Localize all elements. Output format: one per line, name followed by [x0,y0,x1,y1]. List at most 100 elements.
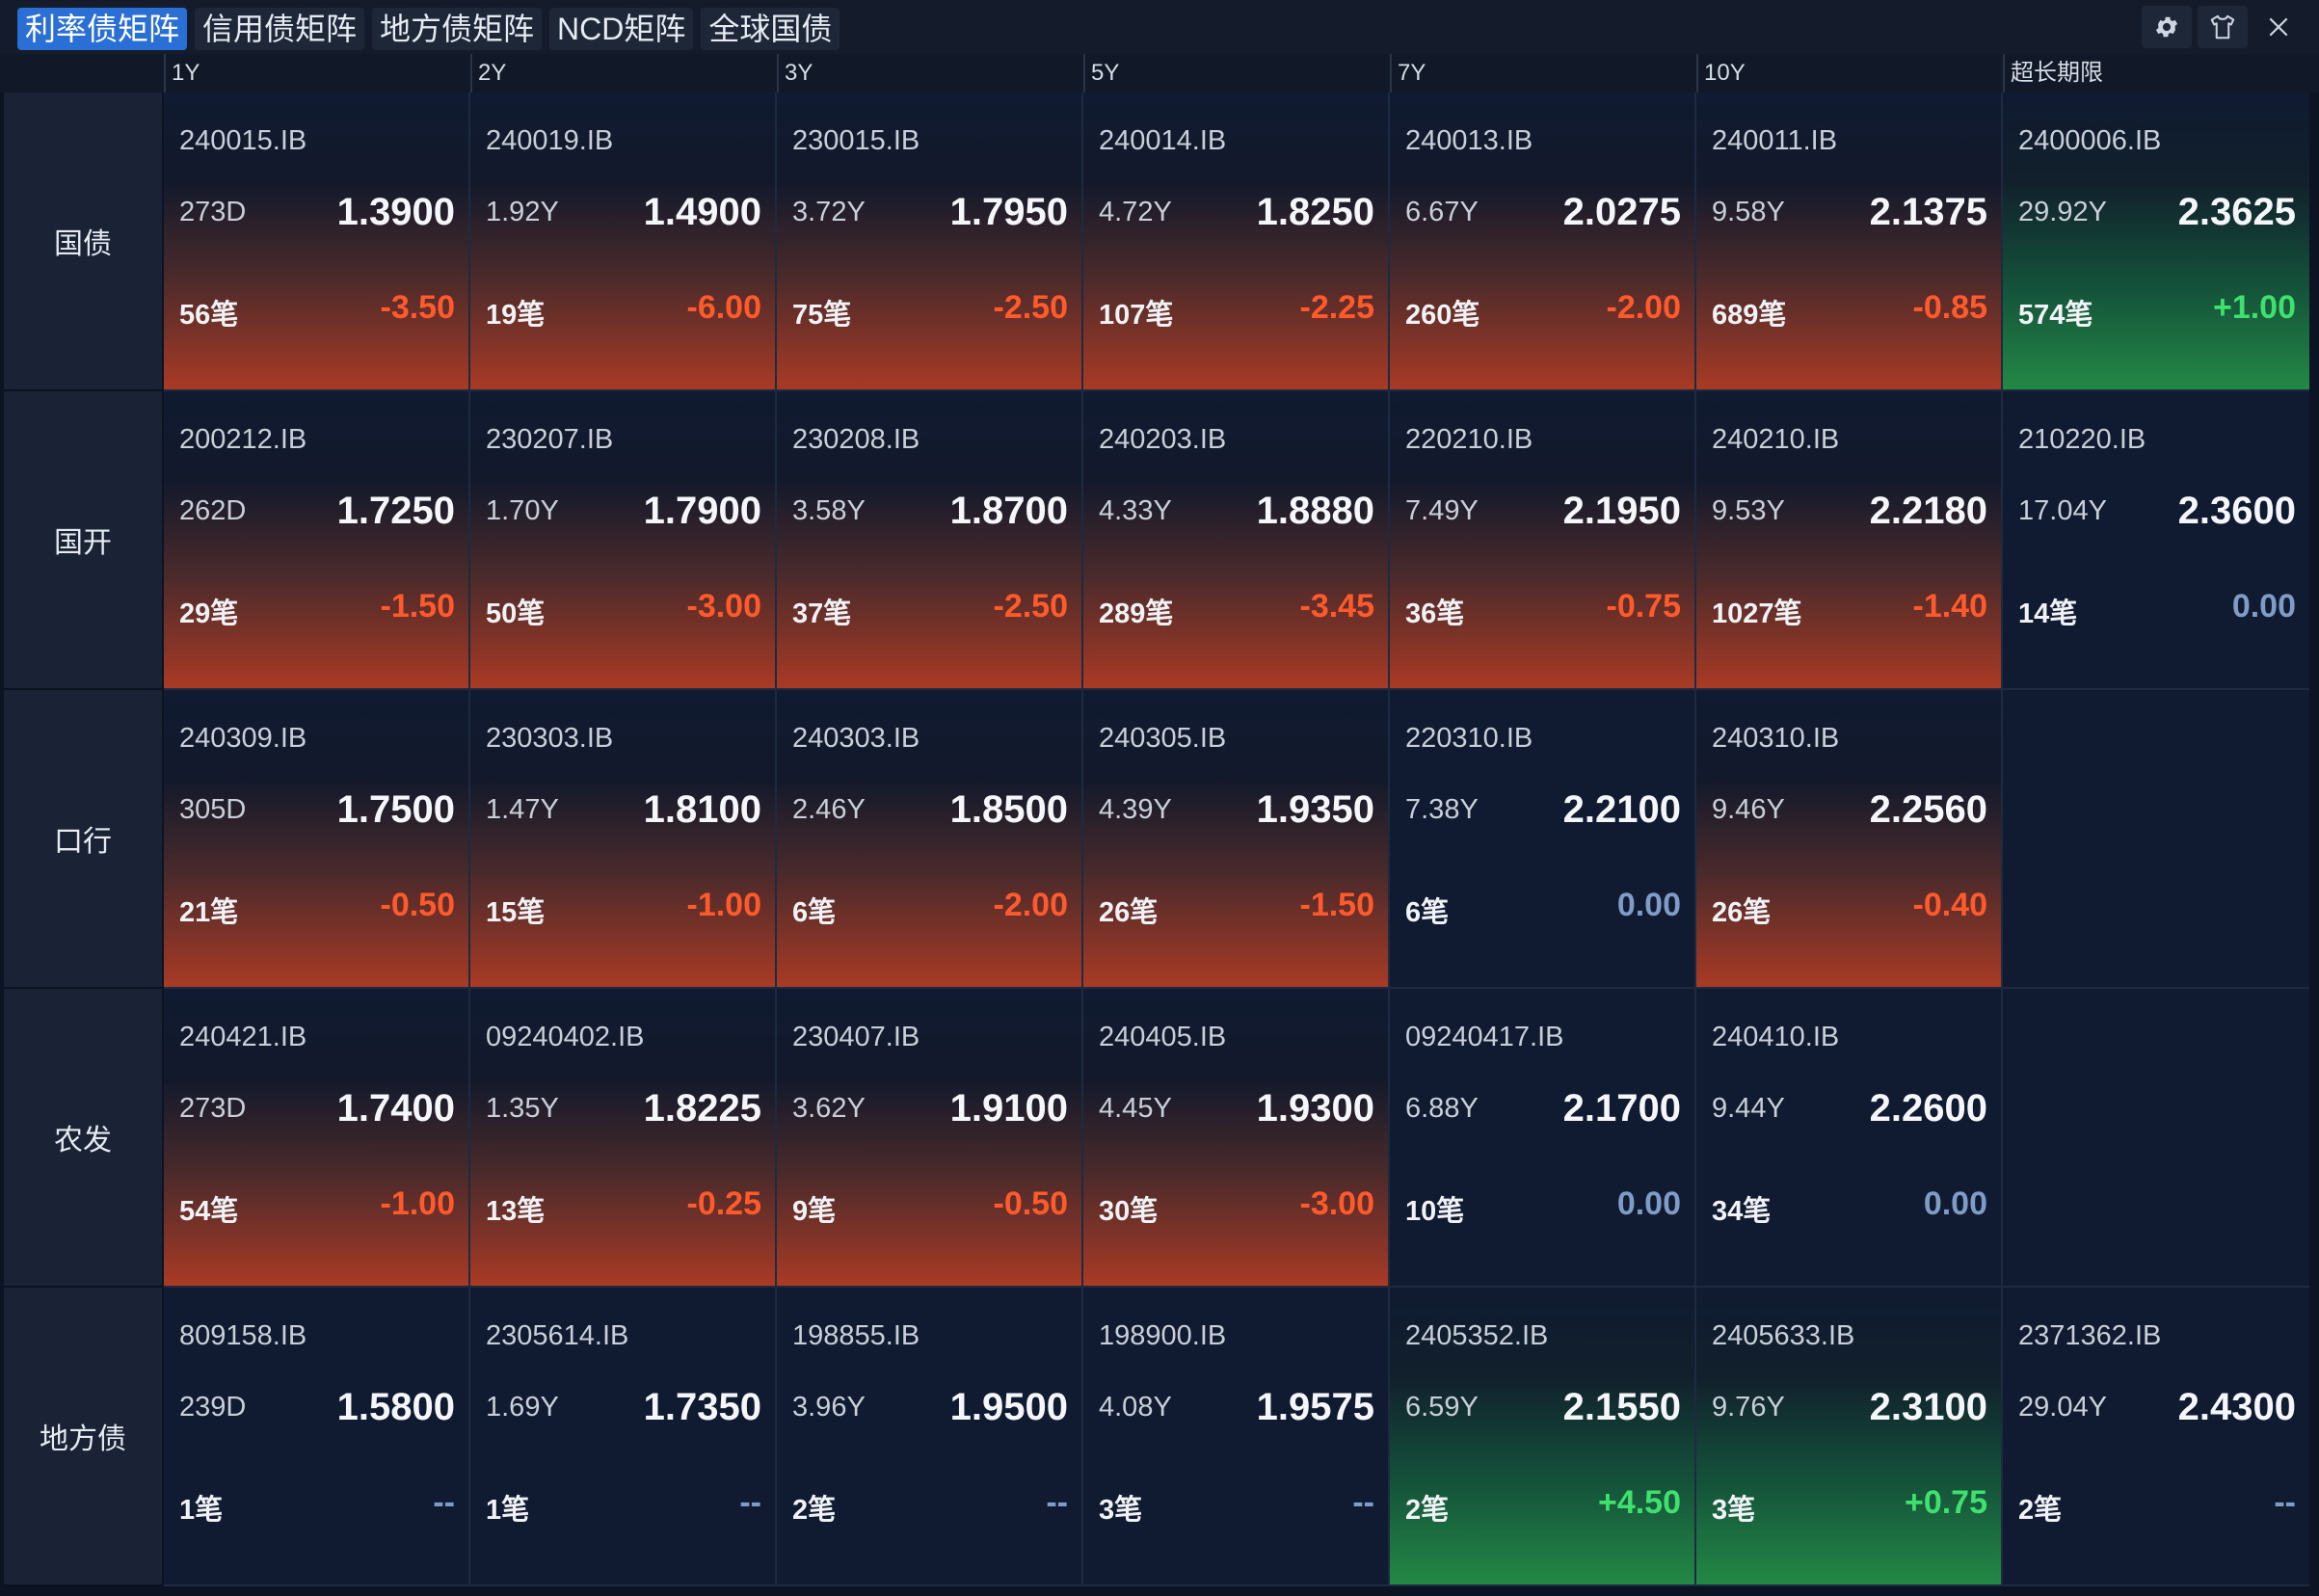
row-label: 国债 [4,93,162,391]
row-label: 国开 [4,391,162,690]
tab-3[interactable]: NCD矩阵 [549,8,694,50]
matrix-cell[interactable]: 210220.IB 17.04Y 2.3600 14笔 0.00 [2003,391,2309,690]
matrix-cell[interactable]: 230207.IB 1.70Y 1.7900 50笔 -3.00 [470,391,777,690]
column-header-4[interactable]: 7Y [1390,54,1696,93]
matrix-cell[interactable]: 240310.IB 9.46Y 2.2560 26笔 -0.40 [1696,690,2003,989]
trade-count: 14笔 [2018,598,2078,629]
change-bp: +0.75 [1904,1484,1987,1521]
matrix-cell[interactable]: 220310.IB 7.38Y 2.2100 6笔 0.00 [1390,690,1696,989]
trade-count: 13笔 [486,1196,546,1227]
change-bp: +1.00 [2212,289,2296,326]
yield-value: 2.2100 [1562,788,1681,831]
matrix-cell[interactable]: 240210.IB 9.53Y 2.2180 1027笔 -1.40 [1696,391,2003,690]
change-bp: -3.00 [1299,1185,1375,1222]
skin-button[interactable] [2198,6,2248,48]
trade-count: 36笔 [1405,598,1465,629]
bond-code: 240011.IB [1712,125,1838,156]
matrix-cell[interactable]: 220210.IB 7.49Y 2.1950 36笔 -0.75 [1390,391,1696,690]
bond-code: 210220.IB [2018,424,2146,455]
tab-2[interactable]: 地方债矩阵 [372,8,543,50]
column-header-2[interactable]: 3Y [777,54,1083,93]
matrix-cell[interactable]: 240421.IB 273D 1.7400 54笔 -1.00 [164,989,470,1288]
trade-count: 9笔 [792,1196,837,1227]
change-bp: -2.25 [1299,289,1375,326]
matrix-cell[interactable]: 230015.IB 3.72Y 1.7950 75笔 -2.50 [777,93,1083,391]
matrix-cell[interactable]: 240015.IB 273D 1.3900 56笔 -3.50 [164,93,470,391]
change-bp: 0.00 [1923,1185,1987,1222]
matrix-cell[interactable]: 198855.IB 3.96Y 1.9500 2笔 -- [777,1288,1083,1586]
matrix-cell[interactable]: 2405352.IB 6.59Y 2.1550 2笔 +4.50 [1390,1288,1696,1586]
matrix-cell[interactable]: 2400006.IB 29.92Y 2.3625 574笔 +1.00 [2003,93,2309,391]
yield-value: 1.4900 [643,191,761,233]
matrix-cell[interactable]: 2305614.IB 1.69Y 1.7350 1笔 -- [470,1288,777,1586]
remaining-term: 17.04Y [2018,495,2107,526]
change-bp: -1.00 [686,887,762,923]
matrix-cell[interactable]: 198900.IB 4.08Y 1.9575 3笔 -- [1083,1288,1390,1586]
matrix-cell[interactable]: 240410.IB 9.44Y 2.2600 34笔 0.00 [1696,989,2003,1288]
remaining-term: 1.69Y [486,1392,559,1423]
settings-button[interactable] [2142,6,2192,48]
tab-4[interactable]: 全球国债 [701,8,840,50]
matrix-cell[interactable]: 240203.IB 4.33Y 1.8880 289笔 -3.45 [1083,391,1390,690]
matrix-cell[interactable]: 230303.IB 1.47Y 1.8100 15笔 -1.00 [470,690,777,989]
trade-count: 15笔 [486,897,546,928]
trade-count: 2笔 [792,1495,837,1526]
column-header-3[interactable]: 5Y [1083,54,1390,93]
column-header-1[interactable]: 2Y [470,54,777,93]
yield-value: 2.3625 [2177,191,2296,233]
trade-count: 289笔 [1099,598,1174,629]
change-bp: -- [1046,1484,1068,1521]
matrix-cell[interactable]: 240405.IB 4.45Y 1.9300 30笔 -3.00 [1083,989,1390,1288]
matrix-cell[interactable]: 809158.IB 239D 1.5800 1笔 -- [164,1288,470,1586]
matrix-tabs: 利率债矩阵 信用债矩阵 地方债矩阵 NCD矩阵 全球国债 [17,8,840,50]
matrix-cell[interactable]: 200212.IB 262D 1.7250 29笔 -1.50 [164,391,470,690]
remaining-term: 7.38Y [1405,794,1479,825]
row-label: 口行 [4,690,162,989]
matrix-cell[interactable]: 240014.IB 4.72Y 1.8250 107笔 -2.25 [1083,93,1390,391]
bond-code: 240303.IB [792,723,920,754]
matrix-cell[interactable]: 240303.IB 2.46Y 1.8500 6笔 -2.00 [777,690,1083,989]
close-button[interactable]: X [2253,6,2304,48]
matrix-cell[interactable]: 09240417.IB 6.88Y 2.1700 10笔 0.00 [1390,989,1696,1288]
remaining-term: 3.72Y [792,197,866,227]
empty-cell [2003,989,2309,1288]
row-label: 地方债 [4,1288,162,1586]
matrix-cell[interactable]: 240013.IB 6.67Y 2.0275 260笔 -2.00 [1390,93,1696,391]
matrix-cell[interactable]: 09240402.IB 1.35Y 1.8225 13笔 -0.25 [470,989,777,1288]
tab-1[interactable]: 信用债矩阵 [195,8,365,50]
bond-code: 240309.IB [179,723,307,754]
change-bp: -3.50 [380,289,456,326]
trade-count: 260笔 [1405,300,1480,331]
yield-value: 2.3100 [1869,1386,1987,1428]
column-header-6[interactable]: 超长期限 [2003,54,2309,93]
bond-code: 198900.IB [1099,1320,1227,1351]
remaining-term: 9.46Y [1712,794,1785,825]
matrix-cell[interactable]: 230407.IB 3.62Y 1.9100 9笔 -0.50 [777,989,1083,1288]
matrix-cell[interactable]: 2371362.IB 29.04Y 2.4300 2笔 -- [2003,1288,2309,1586]
remaining-term: 4.08Y [1099,1392,1172,1423]
tab-0[interactable]: 利率债矩阵 [17,8,188,50]
bond-code: 2405633.IB [1712,1320,1855,1351]
window-controls: X [2142,6,2304,48]
matrix-cell[interactable]: 240309.IB 305D 1.7500 21笔 -0.50 [164,690,470,989]
bond-code: 230207.IB [486,424,614,455]
column-header-0[interactable]: 1Y [164,54,470,93]
column-header-5[interactable]: 10Y [1696,54,2003,93]
remaining-term: 9.53Y [1712,495,1785,526]
yield-value: 1.7950 [949,191,1068,233]
matrix-cell[interactable]: 2405633.IB 9.76Y 2.3100 3笔 +0.75 [1696,1288,2003,1586]
remaining-term: 4.45Y [1099,1093,1172,1124]
matrix-cell[interactable]: 240011.IB 9.58Y 2.1375 689笔 -0.85 [1696,93,2003,391]
close-icon: X [2269,17,2288,37]
trade-count: 3笔 [1099,1495,1143,1526]
trade-count: 6笔 [792,897,837,928]
matrix-cell[interactable]: 240019.IB 1.92Y 1.4900 19笔 -6.00 [470,93,777,391]
matrix-cell[interactable]: 240305.IB 4.39Y 1.9350 26笔 -1.50 [1083,690,1390,989]
matrix-cell[interactable]: 230208.IB 3.58Y 1.8700 37笔 -2.50 [777,391,1083,690]
remaining-term: 6.67Y [1405,197,1479,227]
remaining-term: 2.46Y [792,794,866,825]
yield-value: 1.7900 [643,490,761,532]
remaining-term: 3.62Y [792,1093,866,1124]
change-bp: 0.00 [2231,588,2296,625]
